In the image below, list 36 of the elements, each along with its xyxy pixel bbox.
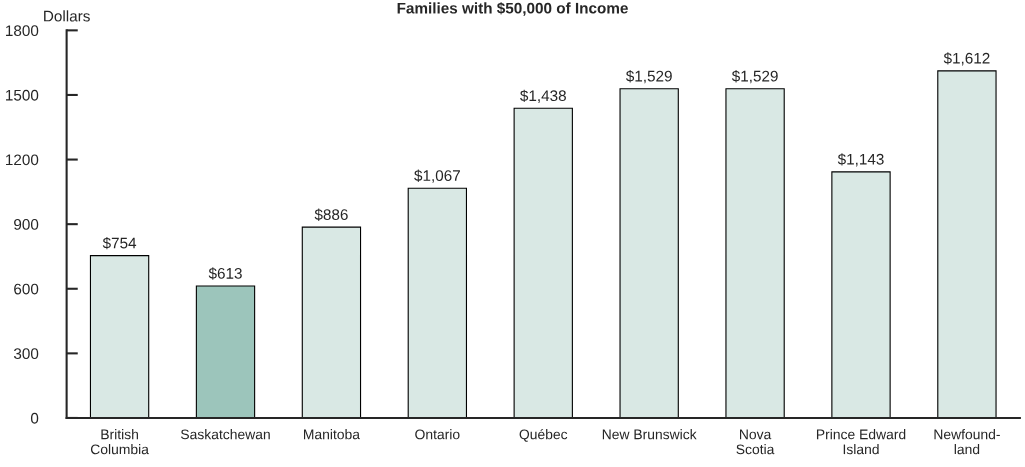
bar [619, 88, 679, 418]
y-tick-label: 900 [14, 219, 39, 230]
bar [89, 255, 150, 418]
data-label: $1,067 [414, 169, 460, 183]
y-tick-label: 600 [14, 283, 39, 295]
x-tick-label: Prince Edward Island [816, 429, 906, 455]
bar [831, 171, 891, 418]
y-tick-label: 1500 [6, 89, 39, 101]
data-label: $1,143 [837, 153, 884, 167]
data-label: $754 [102, 236, 137, 250]
x-tick-label: Newfound- land [934, 429, 1000, 455]
x-tick-label: Manitoba [303, 429, 360, 440]
y-tick-label: 1800 [6, 25, 39, 37]
y-tick-label: 1200 [6, 154, 39, 166]
chart-title: Families with $50,000 of Income [397, 2, 628, 16]
y-tick-label: 0 [30, 412, 39, 424]
data-label: $1,438 [520, 89, 566, 103]
x-tick-label: Nova Scotia [736, 429, 775, 455]
bar [513, 107, 573, 418]
x-tick-label: Ontario [415, 429, 460, 440]
y-tick-label: 300 [13, 348, 39, 360]
bar [725, 88, 785, 418]
bar [407, 187, 468, 418]
x-tick-label: Saskatchewan [180, 429, 270, 440]
data-label: $886 [314, 208, 348, 221]
y-axis-title: Dollars [44, 10, 90, 22]
bar [937, 70, 997, 418]
x-tick-label: British Columbia [90, 429, 149, 455]
data-label: $1,529 [625, 70, 672, 84]
bar [301, 226, 362, 418]
x-tick-label: Québec [519, 428, 568, 442]
bar [195, 285, 256, 418]
data-label: $1,612 [943, 52, 990, 66]
x-tick-label: New Brunswick [602, 429, 697, 440]
data-label: $613 [208, 267, 242, 280]
data-label: $1,529 [731, 70, 778, 84]
